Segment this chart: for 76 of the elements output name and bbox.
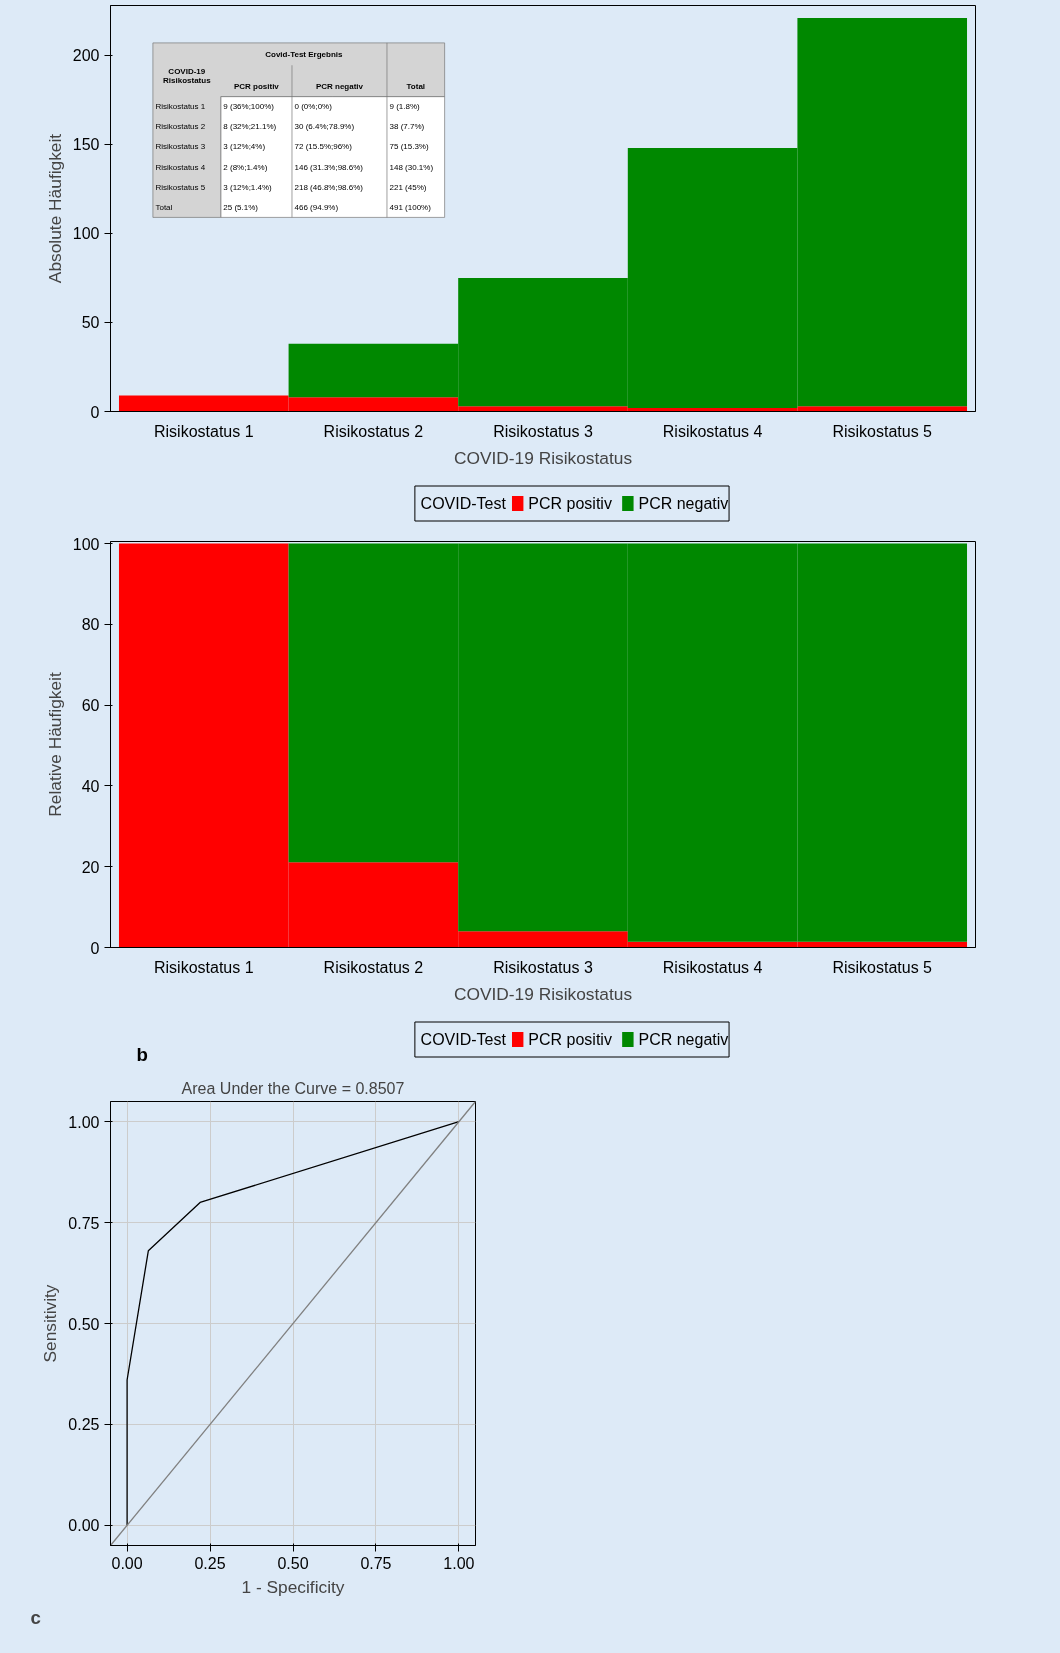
y-axis-title: Sensitivity — [40, 1284, 61, 1363]
x-tick-label: Risikostatus 4 — [662, 422, 763, 440]
y-tick-label: 50 — [81, 314, 100, 332]
y-tick-label: 0.00 — [68, 1517, 100, 1535]
annotation: 148 (30.1%) — [389, 162, 434, 172]
x-tick-label: 1.00 — [443, 1554, 475, 1572]
annotation: Total — [406, 81, 426, 91]
x-tick-label: Risikostatus 5 — [832, 958, 933, 976]
x-axis-title: COVID-19 Risikostatus — [453, 983, 633, 1004]
x-tick-label: Risikostatus 1 — [153, 958, 254, 976]
annotation: 218 (46.8%;98.6%) — [294, 182, 364, 192]
text: c — [30, 1606, 41, 1628]
y-tick-label: 0 — [90, 403, 100, 421]
y-tick-label: 0.75 — [68, 1214, 100, 1232]
annotation: 2 (8%;1.4%) — [223, 162, 268, 172]
x-tick-label: 0.75 — [360, 1554, 392, 1572]
legend-label: PCR positiv — [528, 495, 612, 512]
y-tick-label: 60 — [81, 697, 100, 715]
annotation: Risikostatus 5 — [155, 182, 206, 192]
annotation: 3 (12%;4%) — [223, 142, 266, 152]
annotation: PCR negativ — [315, 81, 364, 91]
legend-title: COVID-Test — [420, 1031, 507, 1048]
annotation: 30 (6.4%;78.9%) — [294, 122, 355, 132]
annotation: 146 (31.3%;98.6%) — [294, 162, 364, 172]
text: b — [136, 1044, 148, 1065]
annotation: 25 (5.1%) — [223, 202, 259, 212]
annotation: Total — [155, 202, 173, 212]
y-tick-label: 0.50 — [68, 1315, 100, 1333]
y-tick-label: 150 — [72, 136, 100, 154]
x-tick-label: Risikostatus 1 — [153, 422, 254, 440]
x-axis-title: COVID-19 Risikostatus — [453, 447, 633, 468]
annotation: 75 (15.3%) — [389, 142, 429, 152]
annotation: Risikostatus 1 — [155, 102, 206, 112]
legend-label: PCR negativ — [638, 1031, 729, 1048]
annotation: Risikostatus 3 — [155, 142, 206, 152]
legend-label: PCR positiv — [528, 1031, 612, 1048]
y-tick-label: 0.25 — [68, 1416, 100, 1434]
annotation: 221 (45%) — [389, 182, 427, 192]
y-tick-label: 1.00 — [68, 1113, 100, 1131]
x-axis-title: 1 - Specificity — [241, 1576, 345, 1597]
y-tick-label: 200 — [72, 47, 100, 65]
y-tick-label: 40 — [81, 777, 100, 795]
x-tick-label: 0.00 — [111, 1554, 143, 1572]
x-tick-label: Risikostatus 3 — [493, 422, 593, 440]
annotation: PCR positiv — [233, 81, 280, 91]
legend-label: PCR negativ — [638, 495, 729, 512]
x-tick-label: 0.50 — [277, 1554, 309, 1572]
annotation: 8 (32%;21.1%) — [223, 122, 277, 132]
annotation: 72 (15.5%;96%) — [294, 142, 353, 152]
x-tick-label: Risikostatus 3 — [493, 958, 593, 976]
chart-title: Area Under the Curve = 0.8507 — [181, 1079, 405, 1097]
x-tick-label: Risikostatus 2 — [323, 422, 424, 440]
y-tick-label: 80 — [81, 616, 100, 634]
annotation: 491 (100%) — [389, 202, 432, 212]
annotation: 0 (0%;0%) — [294, 102, 333, 112]
annotation: 9 (1.8%) — [389, 102, 421, 112]
annotation: 38 (7.7%) — [389, 122, 425, 132]
annotation: 9 (36%;100%) — [223, 102, 275, 112]
annotation: COVID-19 Risikostatus — [163, 66, 212, 85]
x-tick-label: Risikostatus 4 — [662, 958, 763, 976]
annotation: 3 (12%;1.4%) — [223, 182, 273, 192]
x-tick-label: Risikostatus 5 — [832, 422, 933, 440]
y-tick-label: 20 — [81, 858, 100, 876]
y-tick-label: 0 — [90, 939, 100, 957]
y-tick-label: 100 — [72, 535, 100, 553]
legend-title: COVID-Test — [420, 495, 507, 512]
y-axis-title: Absolute Häufigkeit — [44, 133, 65, 284]
y-axis-title: Relative Häufigkeit — [44, 672, 65, 817]
y-tick-label: 100 — [72, 225, 100, 243]
line-series — [126, 1121, 460, 1526]
annotation: Risikostatus 2 — [155, 122, 206, 132]
x-tick-label: 0.25 — [194, 1554, 226, 1572]
annotation: 466 (94.9%) — [294, 202, 339, 212]
annotation: Covid-Test Ergebnis — [265, 49, 343, 59]
annotation: Risikostatus 4 — [155, 162, 206, 172]
x-tick-label: Risikostatus 2 — [323, 958, 424, 976]
